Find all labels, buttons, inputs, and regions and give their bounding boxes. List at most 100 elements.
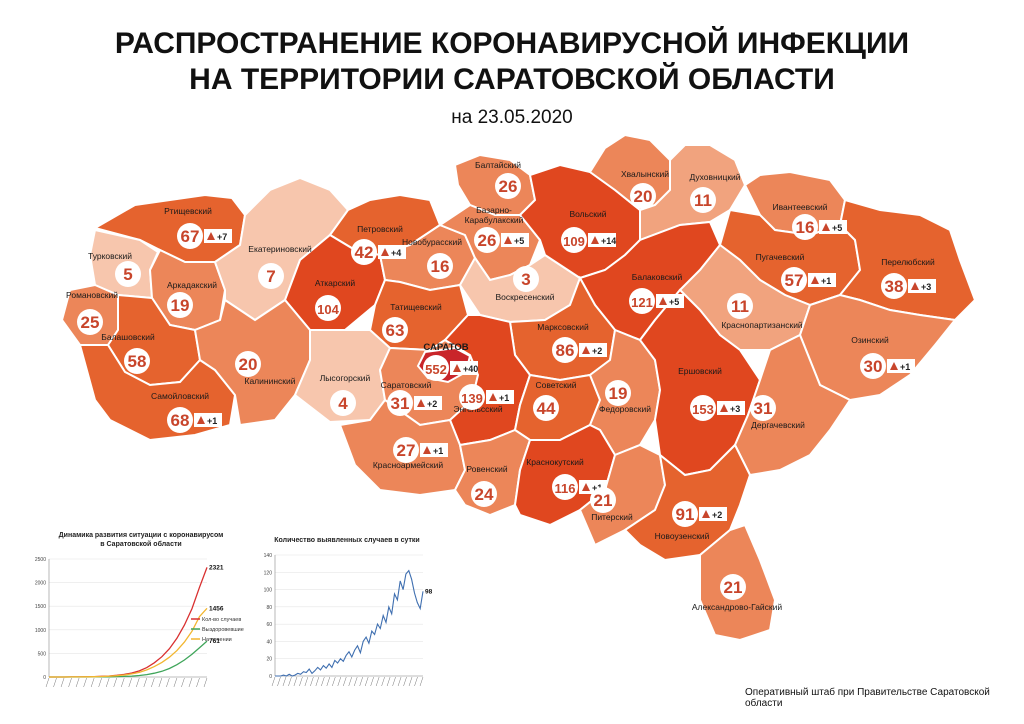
district-rtishchevsky-increase-icon: [207, 232, 215, 240]
district-rovensky-count-badge: [471, 481, 497, 507]
district-khvalynsky-marker: 20: [630, 183, 656, 209]
district-engelssky-count: 139: [461, 391, 483, 406]
title-line-2: НА ТЕРРИТОРИИ САРАТОВСКОЙ ОБЛАСТИ: [189, 63, 835, 96]
district-bazarno-name-2: Карабулакский: [465, 215, 524, 225]
chart1-legend-label-2: Выздоровевшие: [202, 627, 244, 633]
district-krasnoarmeysky-increase-icon: [423, 446, 431, 454]
chart2-xtick: [332, 676, 336, 687]
chart2-xtick: [277, 676, 281, 687]
district-kalininsky-count: 20: [239, 355, 258, 374]
chart2-xtick: [408, 676, 413, 687]
district-ershovsky-delta: +3: [730, 404, 740, 414]
district-atkarsky-name: Аткарский: [315, 278, 355, 288]
district-lysogorsky-name: Лысогорский: [320, 373, 371, 383]
chart1-xtick: [136, 677, 140, 688]
district-arkadaksky-marker: 19: [167, 292, 193, 318]
district-rtishchevsky-name: Ртищевский: [164, 206, 212, 216]
district-khvalynsky-count: 20: [634, 187, 653, 206]
district-sovetsky-count: 44: [537, 399, 556, 418]
footer-credit: Оперативный штаб при Правительстве Сарат…: [745, 687, 990, 709]
district-lysogorsky-count: 4: [338, 394, 348, 413]
district-turkovsky-name: Турковский: [88, 251, 132, 261]
city-saratov-count: 552: [425, 362, 447, 377]
district-pugachevsky-delta: +1: [821, 276, 831, 286]
district-krasnopartizansky-count: 11: [731, 297, 749, 316]
district-ozinsky-increase-icon: [890, 362, 898, 370]
chart1-end-label-2: 761: [209, 638, 220, 645]
district-ivanteevsky-count-badge: [792, 214, 818, 240]
district-perelyubsky-delta: +3: [921, 282, 931, 292]
district-krasnoarmeysky-count: 27: [397, 441, 416, 460]
district-pugachevsky-count-badge: [781, 267, 807, 293]
chart2-xtick: [304, 676, 309, 687]
district-khvalynsky-count-badge: [630, 183, 656, 209]
district-rovensky-count: 24: [475, 485, 494, 504]
district-petrovsky-delta: +4: [391, 248, 401, 258]
chart2-xtick: [370, 676, 374, 687]
chart1-title-line-1: Динамика развития ситуации с коронавирус…: [59, 532, 224, 539]
chart2-end-label-1: 98: [425, 588, 433, 595]
district-marksovsky-count-badge: [552, 337, 578, 363]
district-balashovsky-count: 58: [128, 352, 147, 371]
city-saratov-marker: 552 +40: [423, 355, 478, 381]
chart1-xtick: [151, 677, 155, 688]
chart2-xtick: [381, 676, 385, 687]
chart2-xtick: [321, 676, 325, 687]
district-novouzensky-count-badge: [672, 501, 698, 527]
chart2-xtick: [282, 676, 287, 687]
district-aleksandrovo-name: Александрово-Гайский: [692, 602, 783, 612]
district-novouzensky-increase-icon: [702, 510, 710, 518]
chart2-ytick-label: 0: [269, 674, 272, 680]
district-dukhovnitsky-count-badge: [690, 187, 716, 213]
district-balakovsky-count-badge: [629, 288, 655, 314]
district-balakovsky-delta: +5: [669, 297, 679, 307]
chart1-xtick: [203, 677, 208, 688]
district-ozinsky-count: 30: [864, 357, 883, 376]
chart1-xtick: [68, 677, 72, 688]
district-turkovsky-marker: 5: [115, 261, 141, 287]
chart2-ytick-label: 40: [266, 639, 272, 645]
chart2-xtick: [375, 676, 380, 687]
chart1-ytick-label: 500: [38, 651, 47, 657]
district-saratovsky-count: 31: [391, 394, 410, 413]
chart2-xtick: [392, 676, 396, 687]
district-saratovsky-marker: 31 +2: [387, 390, 442, 416]
district-balashovsky-name: Балашовский: [101, 332, 155, 342]
city-saratov-count-badge: [423, 355, 449, 381]
chart2-ytick-label: 20: [266, 657, 272, 663]
district-baltaysky-name: Балтайский: [475, 160, 521, 170]
chart2-xtick: [326, 676, 331, 687]
district-balakovsky-increase-icon: [659, 297, 667, 305]
district-kalininsky-name: Калининский: [245, 376, 296, 386]
district-kalininsky-marker: 20: [235, 351, 261, 377]
district-ekaterinovsky-marker: 7: [258, 263, 284, 289]
district-dukhovnitsky-marker: 11: [690, 187, 716, 213]
district-krasnokutsky-count-badge: [552, 474, 578, 500]
chart2-xtick: [414, 676, 418, 687]
district-krasnoarmeysky-delta: +1: [433, 446, 443, 456]
district-pugachevsky-marker: 57 +1: [781, 267, 836, 293]
city-saratov-increase-icon: [453, 364, 461, 372]
district-krasnokutsky-name: Краснокутский: [526, 457, 584, 467]
district-pitersky-count-badge: [590, 487, 616, 513]
district-ozinsky-marker: 30 +1: [860, 353, 915, 379]
district-novoburassky-count-badge: [427, 253, 453, 279]
district-volsky-marker: 109 +14: [561, 227, 616, 253]
chart2-xtick: [403, 676, 407, 687]
district-voskresensky-count: 3: [521, 270, 530, 289]
district-ivanteevsky-name: Ивантеевский: [772, 202, 827, 212]
chart1-xtick: [166, 677, 170, 688]
district-aleksandrovo-marker: 21: [720, 574, 746, 600]
chart1-series-line-2: [49, 640, 208, 678]
district-dergachevsky-count: 31: [754, 399, 773, 418]
district-samoylovsky-name: Самойловский: [151, 391, 209, 401]
district-krasnopartizansky-marker: 11: [727, 293, 753, 319]
district-ekaterinovsky-count: 7: [266, 267, 275, 286]
district-sovetsky-count-badge: [533, 395, 559, 421]
district-petrovsky-increase-icon: [381, 248, 389, 256]
district-marksovsky-name: Марксовский: [537, 322, 589, 332]
district-krasnokutsky-increase-icon: [582, 483, 590, 491]
chart1-xtick: [53, 677, 57, 688]
chart1-xtick: [196, 677, 200, 688]
chart1-xtick: [105, 677, 110, 688]
